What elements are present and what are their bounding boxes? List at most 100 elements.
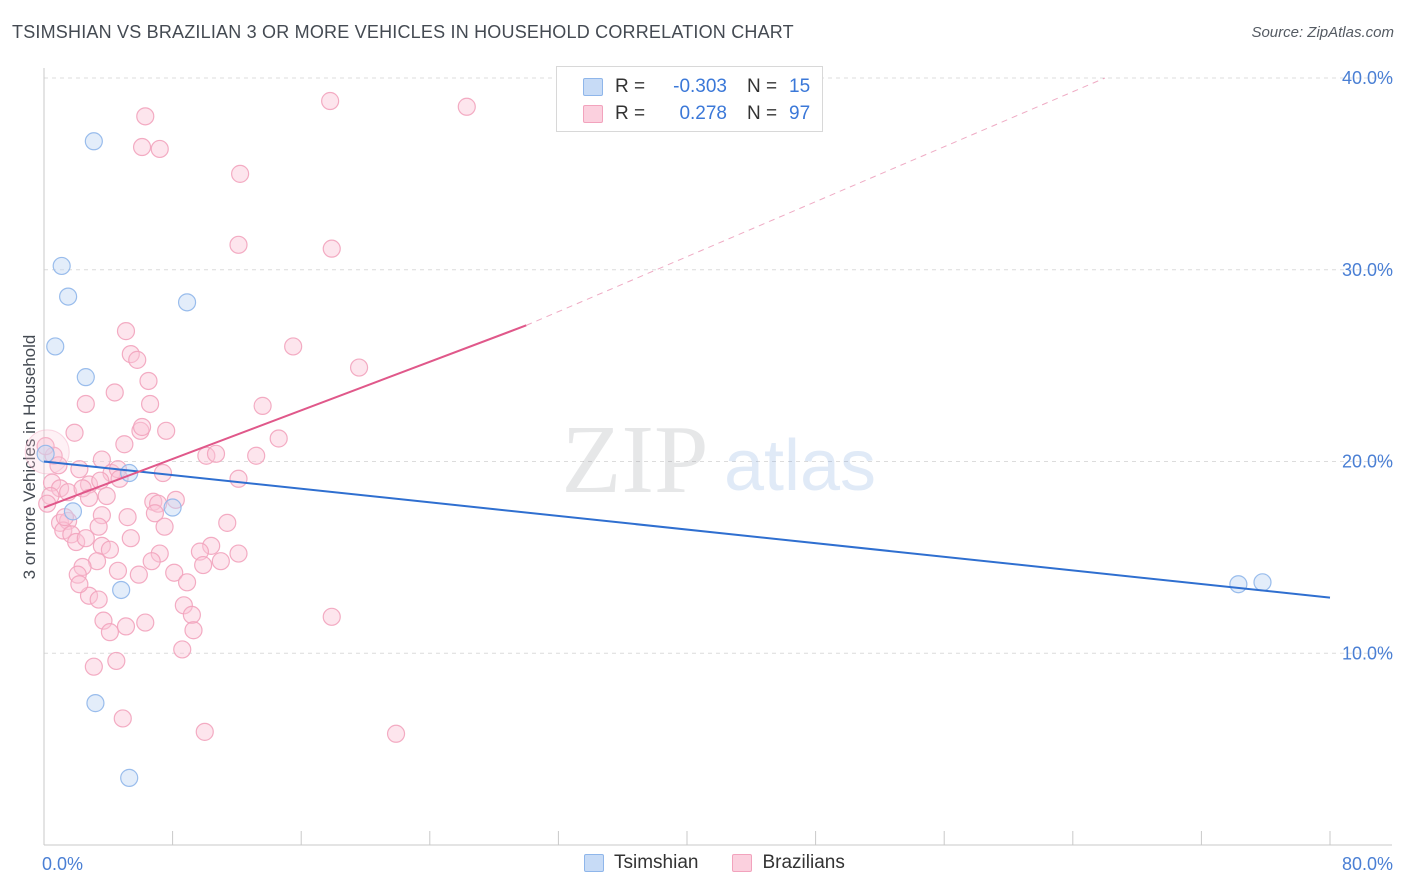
- watermark-atlas: atlas: [724, 426, 876, 506]
- tsimshian-point: [63, 502, 83, 521]
- brazilians-point: [142, 552, 161, 571]
- brazilians-point: [184, 621, 203, 640]
- brazilians-point: [116, 322, 136, 341]
- brazilians-point: [457, 97, 476, 116]
- brazilians-point: [145, 504, 165, 523]
- brazilians-point: [116, 617, 136, 636]
- brazilians-legend-swatch: [732, 854, 753, 872]
- legend-item-brazilians[interactable]: Brazilians: [732, 852, 845, 874]
- x-tick-label: 0.0%: [42, 854, 83, 874]
- n-label: N =: [747, 76, 778, 97]
- brazilians-point: [132, 137, 152, 157]
- brazilians-point: [115, 435, 134, 454]
- brazilians-point: [322, 607, 341, 626]
- tsimshian-point: [1253, 573, 1272, 592]
- brazilians-point: [89, 517, 108, 536]
- tsimshian-point: [76, 368, 95, 387]
- n-value: 97: [789, 103, 811, 124]
- brazilians-point: [97, 486, 116, 506]
- y-tick-label: 40.0%: [1342, 68, 1393, 88]
- tsimshian-point: [112, 580, 131, 600]
- stats-legend: R = -0.303 N = 15 R = 0.278 N = 97: [556, 66, 823, 132]
- brazilians-point: [76, 529, 95, 548]
- tsimshian-swatch: [583, 78, 603, 96]
- series-legend: Tsimshian Brazilians: [584, 852, 879, 874]
- x-tick-label: 80.0%: [1342, 854, 1393, 874]
- legend-row-brazilians: R = 0.278 N = 97: [583, 103, 810, 125]
- brazilians-point: [84, 657, 103, 676]
- legend-row-tsimshian: R = -0.303 N = 15: [583, 76, 810, 98]
- brazilians-point: [150, 139, 169, 159]
- brazilians-point: [128, 350, 147, 369]
- brazilians-point: [229, 544, 248, 563]
- brazilians-point: [253, 396, 272, 415]
- r-label: R =: [615, 76, 646, 97]
- brazilians-trend-extension: [526, 77, 1106, 326]
- brazilians-point: [113, 709, 132, 728]
- brazilians-point: [94, 611, 113, 630]
- brazilians-point: [322, 239, 341, 258]
- brazilians-point: [73, 479, 92, 498]
- brazilians-point: [165, 563, 184, 582]
- tsimshian-point: [46, 337, 65, 356]
- n-label: N =: [747, 103, 778, 124]
- brazilians-point: [121, 529, 140, 548]
- brazilians-point: [105, 383, 124, 402]
- chart-title: TSIMSHIAN VS BRAZILIAN 3 OR MORE VEHICLE…: [12, 22, 794, 42]
- brazilians-point: [100, 540, 120, 559]
- tick-labels: 10.0% 20.0% 30.0% 40.0% 0.0% 80.0%: [42, 68, 1393, 874]
- brazilians-point: [195, 722, 214, 741]
- brazilians-point: [211, 552, 230, 571]
- legend-label-brazilians: Brazilians: [762, 852, 845, 873]
- brazilians-point: [132, 417, 152, 437]
- legend-label-tsimshian: Tsimshian: [614, 852, 699, 873]
- gridlines: [44, 77, 1392, 654]
- brazilians-point: [67, 532, 86, 552]
- brazilians-point: [321, 91, 340, 111]
- brazilians-point: [49, 456, 68, 475]
- tsimshian-trend-line: [43, 460, 1331, 599]
- brazilians-point: [269, 429, 288, 448]
- y-tick-label: 30.0%: [1342, 260, 1393, 280]
- tsimshian-point: [84, 132, 103, 151]
- r-value: 0.278: [679, 103, 727, 124]
- trend-lines: [43, 77, 1331, 599]
- tsimshian-point: [120, 768, 139, 787]
- brazilians-point: [92, 506, 111, 525]
- watermark-zip: ZIP: [562, 406, 709, 514]
- tsimshian-point: [1229, 575, 1248, 594]
- n-value: 15: [789, 76, 811, 97]
- brazilians-point: [136, 613, 155, 632]
- brazilians-point: [177, 573, 197, 592]
- brazilians-point: [129, 565, 148, 584]
- brazilians-point: [149, 494, 168, 513]
- tsimshian-points: [36, 132, 1272, 787]
- brazilians-point: [229, 235, 248, 254]
- axes: [43, 68, 1392, 846]
- brazilians-point: [70, 460, 89, 479]
- tsimshian-point: [177, 293, 197, 312]
- y-tick-label: 20.0%: [1342, 452, 1393, 472]
- tsimshian-point: [86, 694, 105, 713]
- brazilians-point: [139, 371, 158, 391]
- brazilians-point: [107, 651, 126, 671]
- brazilians-point: [36, 437, 55, 456]
- brazilians-point: [157, 421, 176, 440]
- source-label: Source: ZipAtlas.com: [1251, 24, 1394, 41]
- brazilians-point: [100, 623, 120, 642]
- tsimshian-point: [163, 498, 182, 517]
- brazilians-point: [190, 542, 210, 561]
- brazilians-point: [182, 605, 201, 625]
- watermark: ZIP atlas: [562, 406, 877, 514]
- tsimshian-point: [59, 287, 78, 306]
- brazilians-point: [231, 164, 250, 183]
- brazilians-point: [173, 640, 192, 659]
- brazilians-point: [140, 394, 160, 414]
- brazilians-point: [70, 575, 89, 594]
- brazilians-point: [65, 423, 84, 442]
- brazilians-point: [206, 444, 226, 463]
- legend-item-tsimshian[interactable]: Tsimshian: [584, 852, 698, 874]
- brazilians-point: [118, 508, 137, 527]
- tsimshian-point: [52, 256, 71, 276]
- brazilians-point: [218, 513, 237, 532]
